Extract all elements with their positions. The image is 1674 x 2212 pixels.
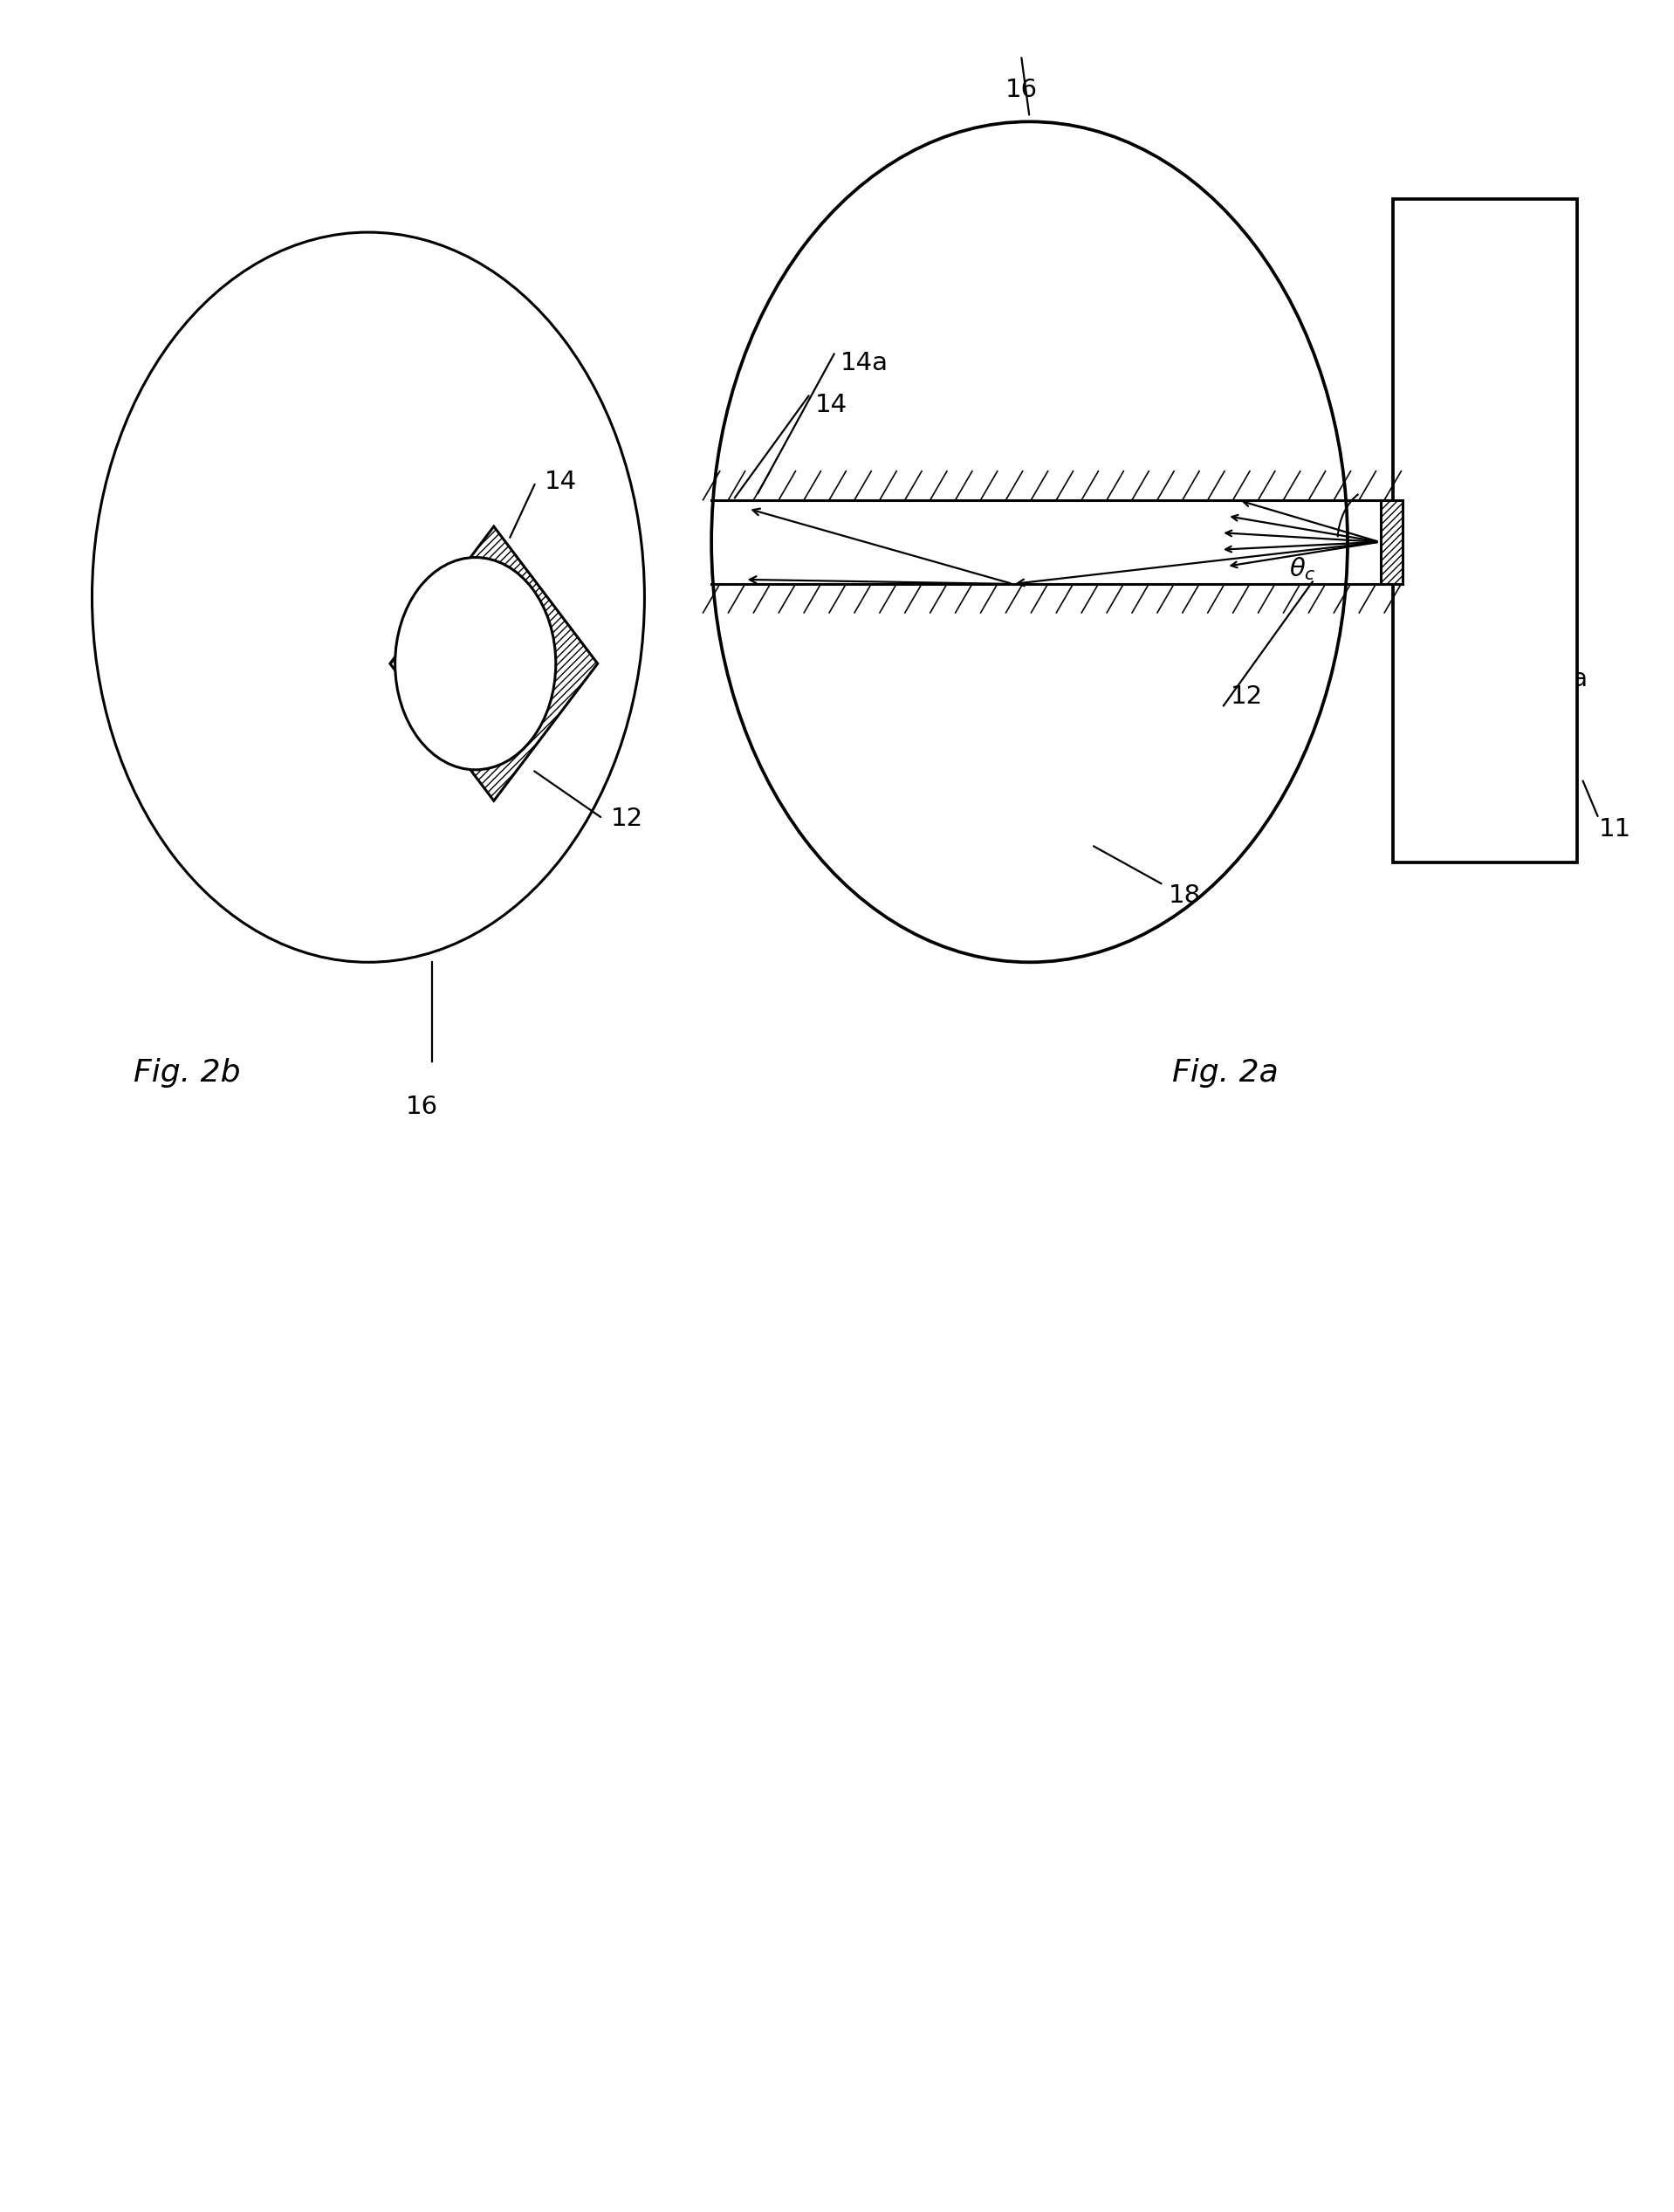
Text: Fig. 2a: Fig. 2a (1172, 1057, 1277, 1088)
Text: $\theta_c$: $\theta_c$ (1289, 555, 1316, 582)
Text: 14a: 14a (840, 349, 889, 376)
Text: Fig. 2b: Fig. 2b (134, 1057, 241, 1088)
Text: 14: 14 (815, 392, 847, 418)
Text: 11a: 11a (1540, 666, 1589, 692)
Text: 14: 14 (544, 469, 576, 495)
Text: 12: 12 (1230, 684, 1262, 710)
Text: 16: 16 (405, 1095, 439, 1119)
Text: 18: 18 (1168, 883, 1200, 909)
Text: 11: 11 (1599, 816, 1630, 843)
Circle shape (395, 557, 556, 770)
Bar (1393, 199, 1577, 863)
Text: 16: 16 (1004, 77, 1038, 102)
Text: 12: 12 (611, 805, 643, 832)
Bar (1381, 500, 1403, 584)
Polygon shape (390, 526, 598, 801)
